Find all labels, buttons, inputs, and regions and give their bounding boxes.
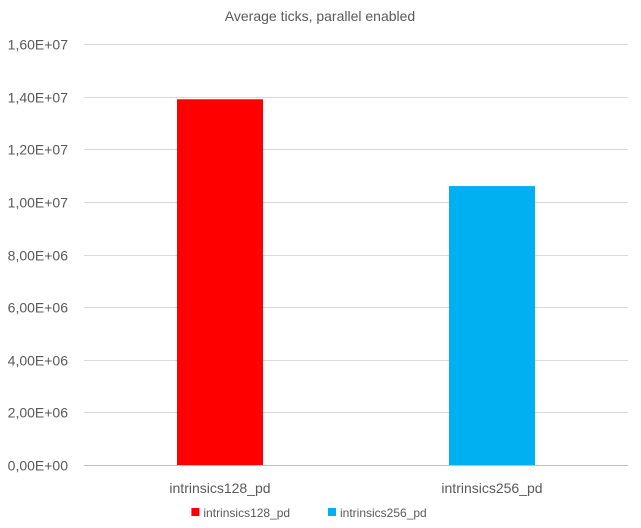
legend-swatch [328,508,336,516]
legend-label: intrinsics256_pd [340,506,427,520]
chart-title: Average ticks, parallel enabled [225,8,415,24]
legend-item-intrinsics128_pd: intrinsics128_pd [191,506,290,520]
legend-item-intrinsics256_pd: intrinsics256_pd [328,506,427,520]
x-category-label: intrinsics128_pd [169,480,270,496]
y-tick-label: 0,00E+00 [8,458,69,474]
y-tick-label: 1,20E+07 [8,142,69,158]
legend: intrinsics128_pd intrinsics256_pd [191,506,427,520]
y-tick-label: 1,00E+07 [8,195,69,211]
y-axis-tick-labels: 0,00E+00 2,00E+06 4,00E+06 6,00E+06 8,00E+06… [8,37,69,474]
y-tick-label: 8,00E+06 [8,248,69,264]
x-axis-category-labels: intrinsics128_pd intrinsics256_pd [169,480,542,496]
bar-intrinsics128_pd [177,99,263,465]
legend-label: intrinsics128_pd [203,506,290,520]
y-tick-label: 1,60E+07 [8,37,69,53]
y-tick-label: 6,00E+06 [8,300,69,316]
x-category-label: intrinsics256_pd [441,480,542,496]
y-tick-label: 1,40E+07 [8,90,69,106]
y-tick-label: 2,00E+06 [8,405,69,421]
y-tick-label: 4,00E+06 [8,353,69,369]
bar-intrinsics256_pd [449,186,535,465]
gridlines [84,44,628,413]
legend-swatch [191,508,200,516]
bars [177,99,535,465]
